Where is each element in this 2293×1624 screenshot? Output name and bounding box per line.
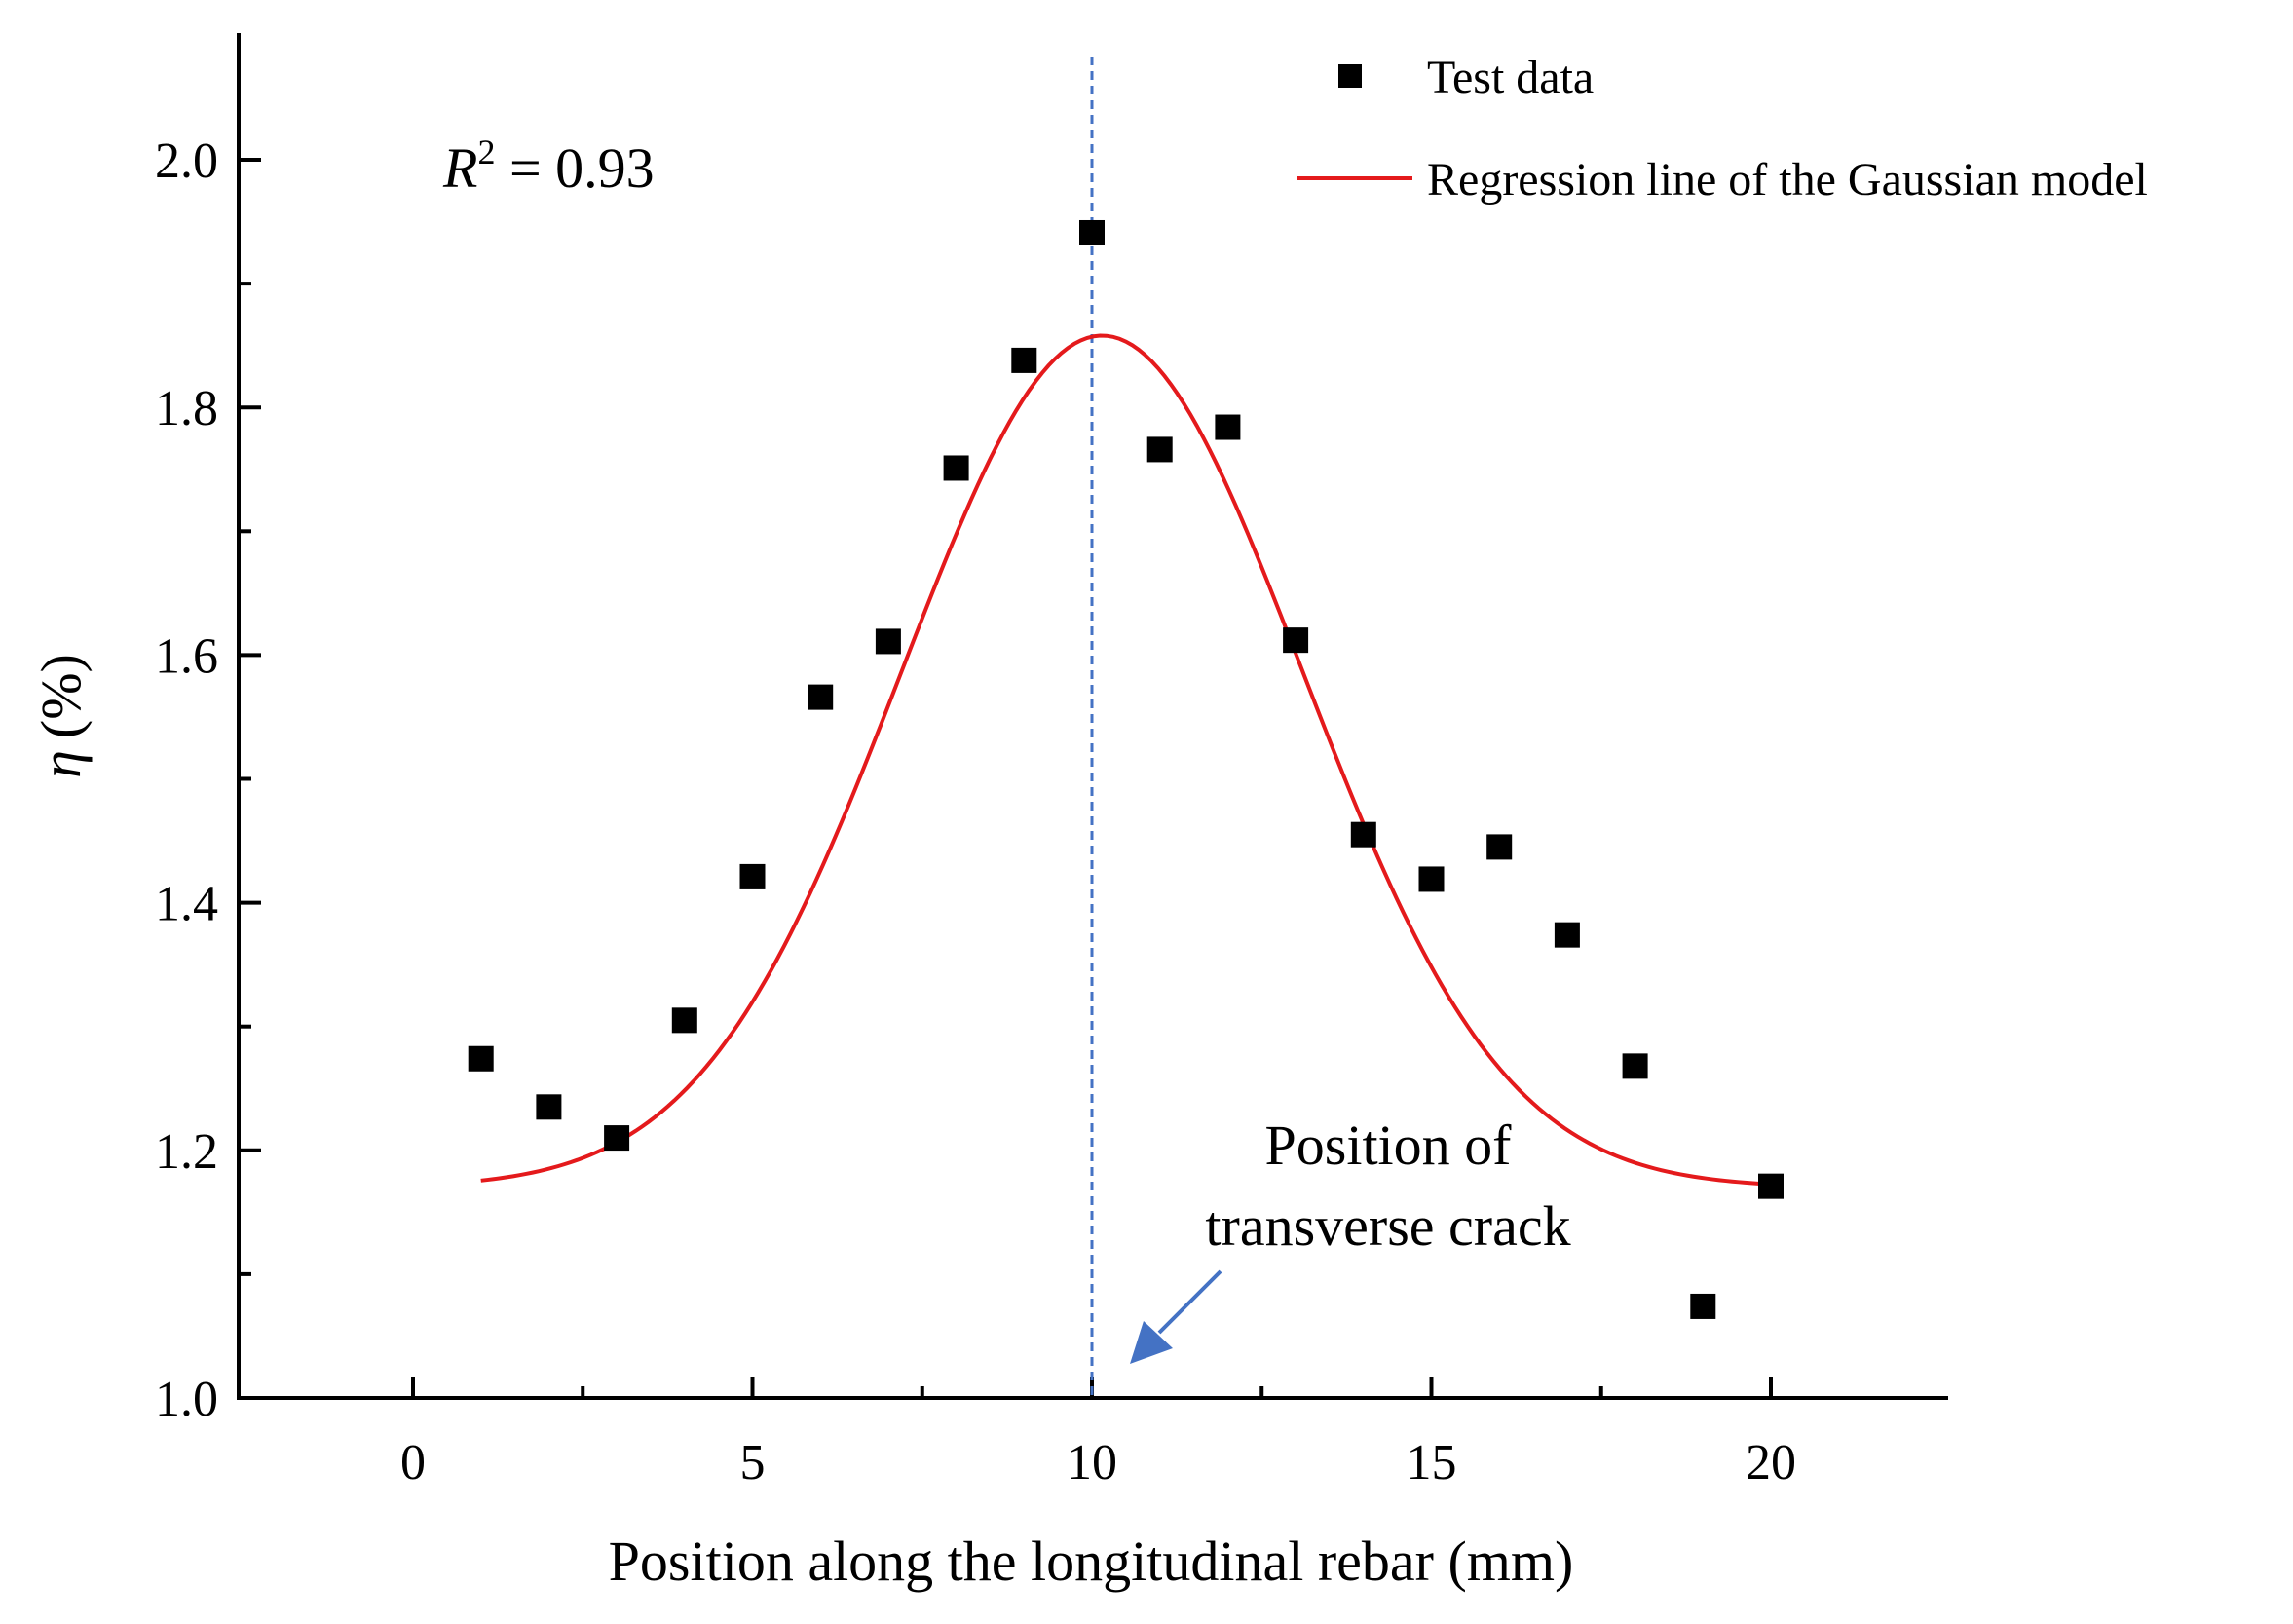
y-axis-title-symbol: η xyxy=(29,750,93,778)
crack-annotation: Position of transverse crack xyxy=(1130,1114,1571,1364)
crack-annotation-line-2: transverse crack xyxy=(1205,1194,1570,1258)
test-data-point xyxy=(1554,922,1580,948)
test-data-point xyxy=(1079,219,1105,245)
y-tick-label: 1.0 xyxy=(155,1372,218,1427)
y-tick-label: 1.4 xyxy=(155,877,218,932)
test-data-point xyxy=(1350,821,1376,848)
r-squared-annotation: R2 = 0.93 xyxy=(442,132,655,200)
test-data-point xyxy=(468,1045,494,1072)
y-tick-label: 2.0 xyxy=(155,133,218,189)
y-axis-title: η (%) xyxy=(29,654,93,778)
x-axis-title: Position along the longitudinal rebar (m… xyxy=(609,1530,1574,1593)
test-data-point xyxy=(604,1125,630,1152)
x-tick-label: 20 xyxy=(1746,1435,1796,1491)
gaussian-regression-line xyxy=(480,333,1772,1187)
test-data-point xyxy=(1486,834,1513,860)
test-data-point xyxy=(1011,347,1037,373)
test-data-point xyxy=(943,455,969,481)
test-data-point xyxy=(808,684,834,710)
r-squared-exponent: 2 xyxy=(477,132,495,171)
legend-marker-test-data xyxy=(1338,64,1362,88)
x-tick-label: 15 xyxy=(1407,1435,1457,1491)
test-data-point xyxy=(1215,414,1241,440)
regression-curve-group xyxy=(480,333,1772,1187)
test-data-point xyxy=(1418,866,1445,892)
legend: Test data Regression line of the Gaussia… xyxy=(1297,52,2148,206)
ticks: 0 5 10 15 20 1.0 1.2 1.4 1.6 1.8 2.0 xyxy=(155,133,1796,1491)
legend-label-regression-line: Regression line of the Gaussian model xyxy=(1427,154,2148,206)
x-tick-label: 0 xyxy=(400,1435,426,1491)
crack-annotation-line-1: Position of xyxy=(1265,1114,1513,1177)
test-data-point xyxy=(536,1094,562,1120)
x-tick-label: 5 xyxy=(740,1435,766,1491)
crack-arrow-shaft xyxy=(1157,1269,1222,1335)
y-axis-title-unit: (%) xyxy=(29,654,93,738)
r-squared-value: = 0.93 xyxy=(495,136,654,200)
x-tick-label: 10 xyxy=(1067,1435,1117,1491)
test-data-point xyxy=(739,863,766,889)
r-squared-symbol: R xyxy=(442,136,477,200)
test-data-point xyxy=(1283,627,1309,654)
crack-arrow-head xyxy=(1130,1321,1173,1364)
y-tick-label: 1.6 xyxy=(155,628,218,684)
test-data-points xyxy=(468,219,1784,1319)
test-data-point xyxy=(1622,1053,1648,1079)
test-data-point xyxy=(1146,436,1173,463)
y-tick-label: 1.8 xyxy=(155,381,218,436)
legend-label-test-data: Test data xyxy=(1427,52,1594,103)
test-data-point xyxy=(671,1007,697,1034)
test-data-point xyxy=(1758,1173,1784,1199)
test-data-point xyxy=(875,628,901,655)
y-tick-label: 1.2 xyxy=(155,1124,218,1180)
test-data-point xyxy=(1690,1293,1716,1319)
